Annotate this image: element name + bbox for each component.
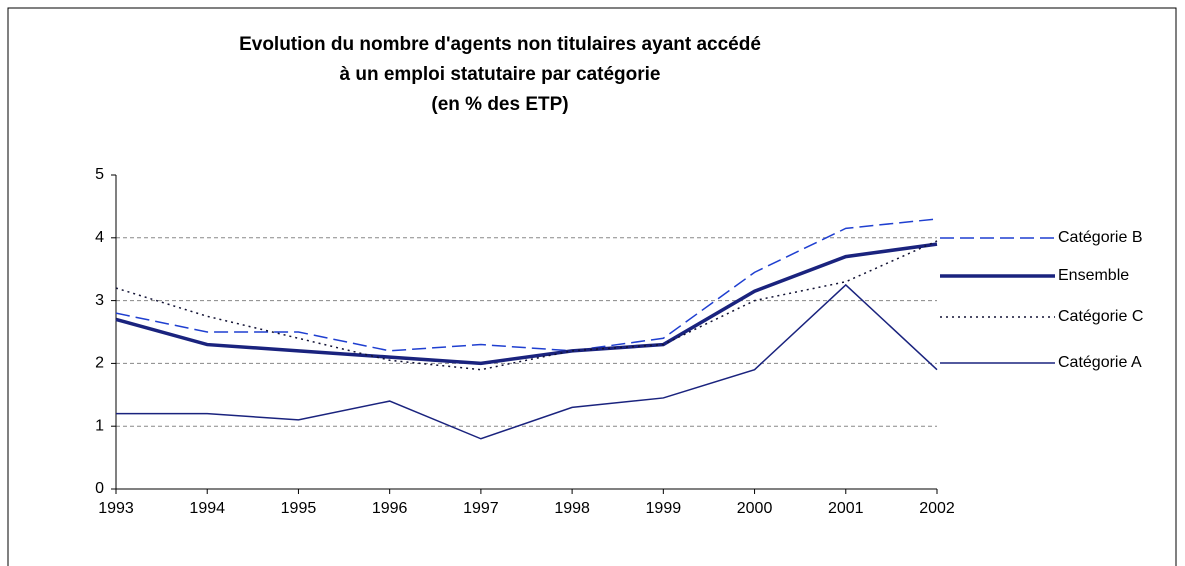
x-tick-label: 2002: [919, 500, 955, 517]
y-tick-label: 5: [95, 166, 104, 183]
y-tick-label: 4: [95, 229, 104, 246]
y-tick-label: 3: [95, 292, 104, 309]
x-tick-label: 1998: [554, 500, 590, 517]
x-tick-label: 1995: [281, 500, 317, 517]
legend-label: Catégorie C: [1058, 308, 1143, 325]
series-line: [116, 283, 938, 440]
y-tick-label: 0: [95, 480, 104, 497]
chart-title: (en % des ETP): [431, 94, 568, 115]
x-tick-label: 2000: [737, 500, 773, 517]
series-line: [115, 242, 938, 366]
x-tick-label: 1997: [463, 500, 499, 517]
x-tick-label: 1996: [372, 500, 408, 517]
series-line: [115, 218, 938, 352]
chart-border: [7, 7, 1177, 566]
legend-label: Catégorie A: [1058, 354, 1142, 371]
legend-label: Ensemble: [1058, 267, 1129, 284]
legend-label: Catégorie B: [1058, 229, 1143, 246]
series-line: [115, 240, 938, 371]
x-tick-label: 2001: [828, 500, 864, 517]
x-tick-label: 1994: [189, 500, 225, 517]
x-tick-label: 1993: [98, 500, 134, 517]
x-tick-label: 1999: [646, 500, 682, 517]
chart-title: à un emploi statutaire par catégorie: [340, 64, 661, 85]
y-tick-label: 2: [95, 355, 104, 372]
y-tick-label: 1: [95, 417, 104, 434]
chart-title: Evolution du nombre d'agents non titulai…: [239, 34, 761, 55]
